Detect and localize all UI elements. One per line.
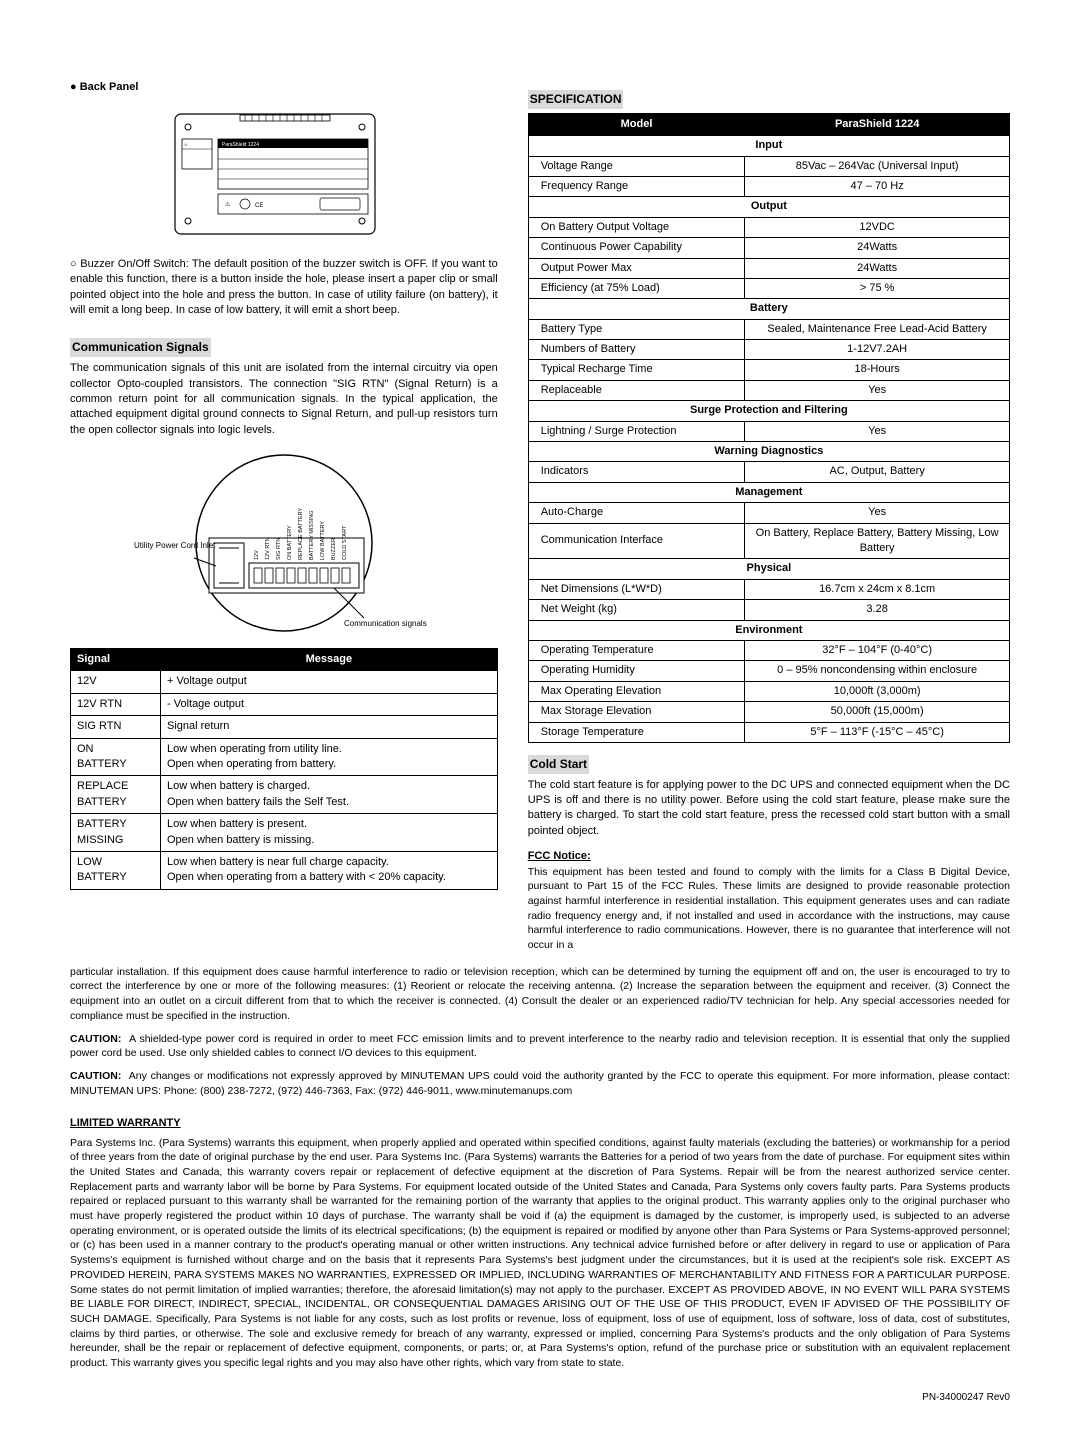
warranty-heading: LIMITED WARRANTY: [70, 1116, 1010, 1131]
spec-subhead: Environment: [528, 620, 1009, 640]
table-row: LOWBATTERYLow when battery is near full …: [71, 852, 498, 890]
table-row: On Battery Output Voltage12VDC: [528, 217, 1009, 237]
model-col-header: Model: [528, 113, 745, 135]
table-row: REPLACEBATTERYLow when battery is charge…: [71, 776, 498, 814]
table-row: 12V RTN- Voltage output: [71, 693, 498, 715]
table-row: IndicatorsAC, Output, Battery: [528, 462, 1009, 482]
svg-text:ParaShield 1224: ParaShield 1224: [222, 142, 259, 148]
table-row: Net Weight (kg)3.28: [528, 600, 1009, 620]
spec-table: Model ParaShield 1224 InputVoltage Range…: [528, 113, 1010, 743]
svg-text:COLD START: COLD START: [342, 525, 348, 560]
spec-subhead: Surge Protection and Filtering: [528, 401, 1009, 421]
part-number: PN-34000247 Rev0: [70, 1391, 1010, 1405]
table-row: Storage Temperature5°F – 113°F (-15°C – …: [528, 722, 1009, 742]
table-row: Efficiency (at 75% Load)> 75 %: [528, 278, 1009, 298]
comm-signals-text: The communication signals of this unit a…: [70, 361, 498, 438]
svg-text:12V RTN: 12V RTN: [265, 538, 271, 561]
warranty-text: Para Systems Inc. (Para Systems) warrant…: [70, 1136, 1010, 1371]
table-row: Battery TypeSealed, Maintenance Free Lea…: [528, 319, 1009, 339]
table-row: Max Storage Elevation50,000ft (15,000m): [528, 702, 1009, 722]
svg-text:Utility Power Cord Inlet: Utility Power Cord Inlet: [134, 541, 216, 550]
table-row: Net Dimensions (L*W*D)16.7cm x 24cm x 8.…: [528, 579, 1009, 599]
table-row: ReplaceableYes: [528, 380, 1009, 400]
table-row: Frequency Range47 – 70 Hz: [528, 176, 1009, 196]
fcc-text: This equipment has been tested and found…: [528, 865, 1010, 953]
table-row: Output Power Max24Watts: [528, 258, 1009, 278]
table-row: Continuous Power Capability24Watts: [528, 238, 1009, 258]
svg-text:Communication signals: Communication signals: [344, 619, 427, 628]
cold-start-heading: Cold Start: [528, 755, 589, 774]
table-row: Operating Humidity0 – 95% noncondensing …: [528, 661, 1009, 681]
svg-text:BUZZER: BUZZER: [331, 538, 337, 560]
spec-subhead: Management: [528, 482, 1009, 502]
table-row: Numbers of Battery1-12V7.2AH: [528, 340, 1009, 360]
fcc-continued: particular installation. If this equipme…: [70, 965, 1010, 1024]
svg-text:CE: CE: [255, 203, 263, 209]
spec-subhead: Input: [528, 136, 1009, 156]
signal-table: Signal Message 12V+ Voltage output12V RT…: [70, 648, 498, 890]
spec-heading: SPECIFICATION: [528, 90, 624, 109]
table-row: 12V+ Voltage output: [71, 671, 498, 693]
back-panel-diagram: ⚠ ParaShield 1224 ⚠ CE: [170, 109, 380, 239]
svg-text:12V: 12V: [254, 550, 260, 560]
svg-text:SIG RTN: SIG RTN: [276, 538, 282, 560]
signal-col-header: Signal: [71, 649, 161, 671]
spec-subhead: Physical: [528, 559, 1009, 579]
svg-text:BATTERY MISSING: BATTERY MISSING: [309, 511, 315, 561]
fcc-heading: FCC Notice:: [528, 849, 1010, 864]
table-row: Voltage Range85Vac – 264Vac (Universal I…: [528, 156, 1009, 176]
svg-text:ON BATTERY: ON BATTERY: [287, 525, 293, 560]
comm-signals-diagram: 12V 12V RTN SIG RTN ON BATTERY REPLACE B…: [134, 448, 434, 638]
caution-2: CAUTION: Any changes or modifications no…: [70, 1069, 1010, 1098]
buzzer-text: ○ Buzzer On/Off Switch: The default posi…: [70, 257, 498, 319]
table-row: Lightning / Surge ProtectionYes: [528, 421, 1009, 441]
table-row: Max Operating Elevation10,000ft (3,000m): [528, 681, 1009, 701]
table-row: Typical Recharge Time18-Hours: [528, 360, 1009, 380]
spec-subhead: Battery: [528, 299, 1009, 319]
table-row: BATTERYMISSINGLow when battery is presen…: [71, 814, 498, 852]
svg-text:REPLACE BATTERY: REPLACE BATTERY: [298, 508, 304, 560]
back-panel-heading: ● Back Panel: [70, 80, 498, 95]
cold-start-text: The cold start feature is for applying p…: [528, 778, 1010, 840]
svg-text:⚠: ⚠: [225, 201, 231, 208]
svg-text:⚠: ⚠: [184, 142, 188, 147]
table-row: Auto-ChargeYes: [528, 503, 1009, 523]
table-row: Operating Temperature32°F – 104°F (0-40°…: [528, 640, 1009, 660]
product-col-header: ParaShield 1224: [745, 113, 1010, 135]
caution-1: CAUTION: A shielded-type power cord is r…: [70, 1032, 1010, 1061]
table-row: SIG RTNSignal return: [71, 716, 498, 738]
message-col-header: Message: [161, 649, 498, 671]
table-row: Communication InterfaceOn Battery, Repla…: [528, 523, 1009, 559]
table-row: ONBATTERYLow when operating from utility…: [71, 738, 498, 776]
spec-subhead: Output: [528, 197, 1009, 217]
comm-signals-heading: Communication Signals: [70, 338, 211, 357]
spec-subhead: Warning Diagnostics: [528, 442, 1009, 462]
svg-text:LOW BATTERY: LOW BATTERY: [320, 521, 326, 560]
